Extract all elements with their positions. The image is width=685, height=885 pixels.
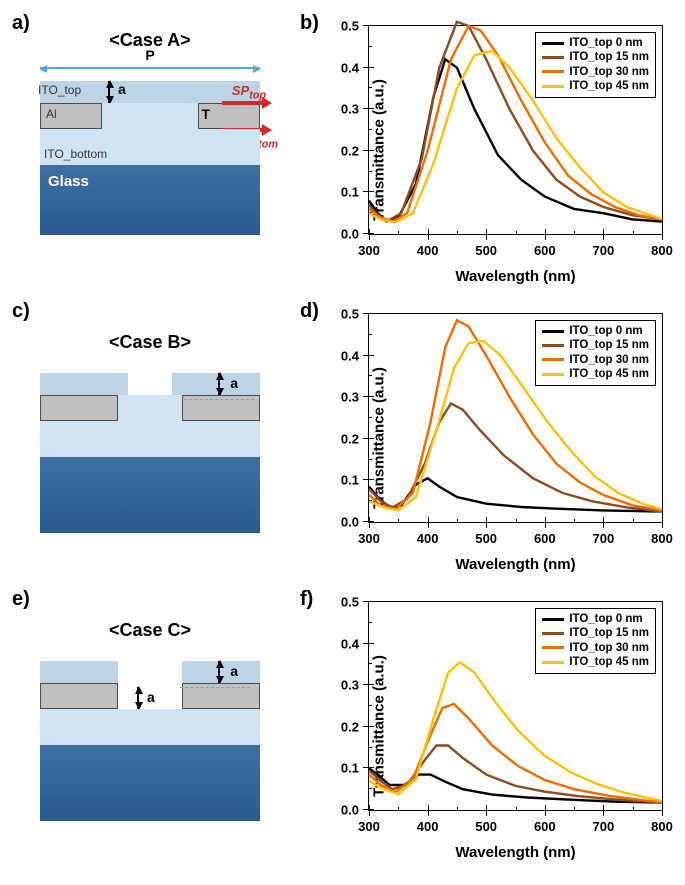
chart-b-area: 3004005006007008000.00.10.20.30.40.5ITO_… (368, 25, 663, 235)
legend: ITO_top 0 nmITO_top 15 nmITO_top 30 nmIT… (535, 320, 656, 386)
layer-ito-gap-b (118, 395, 182, 421)
dash-line-c (180, 687, 250, 688)
panel-e-label: e) (12, 588, 30, 611)
dim-a-top-arrow-c (218, 661, 220, 683)
case-c-title: <Case C> (10, 620, 290, 641)
dash-line-b (174, 399, 254, 400)
dim-a-top: a (230, 375, 238, 391)
panel-d-label: d) (300, 300, 319, 323)
dim-a-top-c: a (230, 663, 238, 679)
panel-e: e) <Case C> a a (10, 586, 290, 866)
dim-T: T (201, 106, 210, 122)
chart-d-area: 3004005006007008000.00.10.20.30.40.5ITO_… (368, 313, 663, 523)
panel-f: f) Transmittance (a.u.) Wavelength (nm) … (298, 586, 678, 866)
label-glass: Glass (48, 173, 89, 190)
diagram-c: a a (40, 661, 260, 821)
layer-al-left-c (40, 683, 118, 709)
chart-f-xlabel: Wavelength (nm) (368, 844, 663, 861)
panel-b-label: b) (300, 12, 319, 35)
sp-top: SPtop (232, 83, 266, 102)
panel-b: b) Transmittance (a.u.) Wavelength (nm) … (298, 10, 678, 290)
layer-ito-bottom-b (40, 421, 260, 457)
dim-a-arrow (108, 81, 110, 103)
layer-glass: Glass (40, 165, 260, 235)
legend: ITO_top 0 nmITO_top 15 nmITO_top 30 nmIT… (535, 608, 656, 674)
layer-glass-b (40, 457, 260, 533)
label-al: Al (46, 107, 57, 121)
layer-al-left-b (40, 395, 118, 421)
dim-P-arrow (40, 67, 260, 69)
diagram-b: a a a (40, 373, 260, 533)
diagram-a: P ITO_top a Al D T SPtop SPbottom ITO_bo (40, 75, 260, 235)
dim-a-top-arrow (218, 373, 220, 395)
chart-d-xlabel: Wavelength (nm) (368, 556, 663, 573)
panel-c-label: c) (12, 300, 30, 323)
case-b-title: <Case B> (10, 332, 290, 353)
panel-f-label: f) (300, 588, 313, 611)
dim-a: a (118, 81, 126, 97)
panel-c: c) <Case B> a a a (10, 298, 290, 578)
figure-grid: a) <Case A> P ITO_top a Al D T SPtop (10, 10, 675, 866)
layer-ito-gap (102, 103, 198, 129)
chart-f-area: 3004005006007008000.00.10.20.30.40.5ITO_… (368, 601, 663, 811)
panel-a: a) <Case A> P ITO_top a Al D T SPtop (10, 10, 290, 290)
panel-d: d) Transmittance (a.u.) Wavelength (nm) … (298, 298, 678, 578)
layer-ito-bottom-c (40, 709, 260, 745)
label-ito-bottom: ITO_bottom (44, 147, 107, 161)
sp-top-arrow (222, 101, 264, 105)
chart-b-xlabel: Wavelength (nm) (368, 268, 663, 285)
legend: ITO_top 0 nmITO_top 15 nmITO_top 30 nmIT… (535, 32, 656, 98)
label-ito-top: ITO_top (38, 83, 81, 97)
dim-P: P (145, 47, 154, 63)
layer-ito-top-left-c (40, 661, 118, 683)
layer-ito-top-left (40, 373, 128, 395)
layer-glass-c (40, 745, 260, 821)
